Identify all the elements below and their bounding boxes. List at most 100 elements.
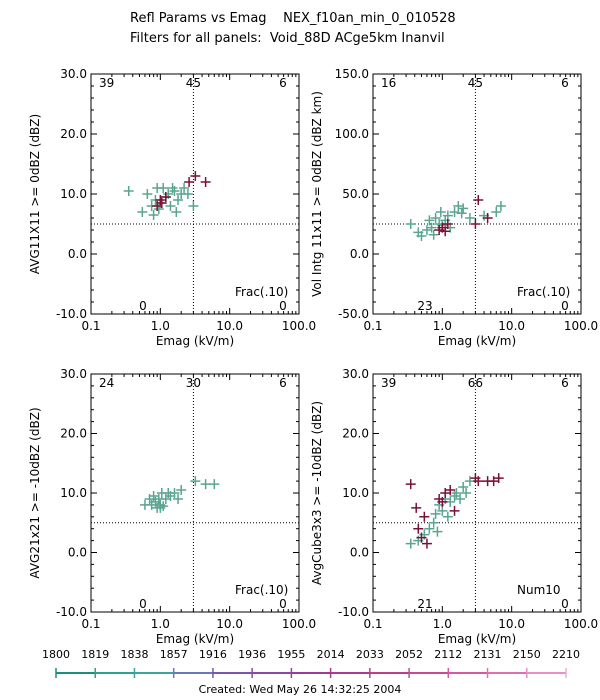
panel-label: Frac(.10)	[235, 285, 288, 299]
count-bottom-left: 21	[417, 597, 432, 611]
scatter-panel-3: -10.0 0.0 10.0 20.0 30.0 0.1 1.0 10.0 100.0 Emag …	[28, 367, 316, 646]
data-point	[411, 502, 422, 513]
x-axis-title: Emag (kV/m)	[438, 632, 516, 646]
data-point	[455, 493, 466, 504]
data-point	[424, 215, 435, 226]
data-point	[435, 207, 446, 217]
x-tick-label: 1.0	[433, 617, 452, 631]
data-point	[491, 207, 502, 217]
x-tick-label: 10.0	[216, 319, 243, 333]
x-axis-title: Emag (kV/m)	[156, 632, 234, 646]
data-point	[160, 192, 171, 202]
count-top-left: 16	[381, 76, 396, 90]
data-point	[437, 496, 448, 507]
data-point	[169, 488, 180, 498]
time-scale-label: 1819	[81, 648, 109, 661]
count-top-right: 6	[561, 376, 569, 390]
x-tick-label: 1.0	[151, 319, 170, 333]
time-scale-label: 1838	[120, 648, 148, 661]
data-point	[449, 505, 460, 516]
count-top-right: 6	[279, 76, 287, 90]
data-point	[440, 226, 451, 237]
data-point	[405, 219, 416, 229]
y-tick-label: -10.0	[56, 605, 87, 619]
y-tick-label: 30.0	[60, 67, 87, 81]
data-point	[445, 485, 456, 496]
data-point	[440, 488, 451, 498]
data-point	[188, 201, 199, 211]
series-1	[139, 476, 220, 513]
data-point	[173, 195, 184, 205]
x-tick-label: 0.1	[363, 319, 382, 333]
data-point	[209, 479, 220, 490]
data-point	[430, 508, 441, 519]
x-tick-label: 1.0	[151, 617, 170, 631]
y-tick-label: 50.0	[342, 187, 369, 201]
data-point	[405, 479, 416, 490]
y-tick-label: 10.0	[342, 486, 369, 500]
y-tick-label: 30.0	[60, 367, 87, 381]
count-top-left: 39	[99, 76, 114, 90]
figure-subtitle: Filters for all panels: Void_88D ACge5km…	[130, 31, 445, 46]
time-scale-label: 2210	[552, 648, 580, 661]
data-point	[421, 225, 432, 235]
data-point	[424, 523, 435, 534]
data-point	[451, 488, 462, 498]
data-point	[473, 476, 484, 487]
count-bottom-left: 0	[139, 299, 147, 313]
count-bottom-left: 23	[417, 299, 432, 313]
plot-frame	[90, 73, 300, 315]
y-tick-label: -50.0	[338, 307, 369, 321]
y-axis-title: AVG11X11 >= 0dBZ (dBZ)	[28, 114, 42, 274]
data-point	[173, 493, 184, 504]
time-scale-label: 2112	[434, 648, 462, 661]
time-scale-label: 2052	[395, 648, 423, 661]
data-point	[158, 183, 169, 193]
data-point	[495, 201, 506, 211]
panels-group: -10.0 0.0 10.0 20.0 30.0 0.1 1.0 10.0 100.0 Emag …	[28, 67, 598, 646]
data-point	[456, 208, 467, 219]
x-tick-label: 100.0	[564, 319, 598, 333]
time-scale-label: 2014	[317, 648, 345, 661]
data-point	[190, 171, 201, 181]
time-scale-bar: 1800 1819 1838 1857 1916 1936 1955 2014 2033 2052…	[42, 648, 580, 678]
data-point	[437, 505, 448, 516]
x-tick-label: 100.0	[282, 319, 316, 333]
scatter-panel-2: -50.0 0.0 50.0 100.0 150.0 0.1 1.0 10.0 100.0 Ema…	[310, 67, 598, 348]
data-point	[142, 189, 153, 199]
series-2	[405, 473, 504, 549]
time-scale-label: 1936	[238, 648, 266, 661]
y-axis-title: AvgCube3x3 >= -10dBZ (dBZ)	[310, 401, 324, 585]
scatter-panel-4: -10.0 0.0 10.0 20.0 30.0 0.1 1.0 10.0 100.0 Emag …	[310, 367, 598, 646]
y-tick-label: 20.0	[342, 427, 369, 441]
count-bottom-left: 0	[139, 597, 147, 611]
x-tick-label: 0.1	[81, 319, 100, 333]
data-point	[449, 207, 460, 217]
y-tick-label: -10.0	[338, 605, 369, 619]
data-point	[473, 195, 484, 205]
count-top-right: 6	[561, 76, 569, 90]
y-axis-title: Vol Intg 11x11 >= 0dBZ (dBZ km)	[310, 91, 324, 297]
series-2	[434, 195, 493, 237]
data-point	[458, 203, 469, 214]
y-tick-label: 30.0	[342, 367, 369, 381]
data-point	[148, 210, 159, 220]
data-point	[470, 219, 481, 229]
plot-frame	[372, 373, 582, 613]
x-axis-title: Emag (kV/m)	[156, 334, 234, 348]
plot-frame	[372, 73, 582, 315]
y-tick-label: 100.0	[335, 127, 369, 141]
x-axis-title: Emag (kV/m)	[438, 334, 516, 348]
count-bottom-right: 0	[279, 597, 287, 611]
series-1	[405, 201, 506, 241]
data-point	[461, 488, 472, 498]
x-tick-label: 0.1	[363, 617, 382, 631]
data-point	[428, 229, 439, 240]
time-scale-label: 2150	[513, 648, 541, 661]
data-point	[182, 189, 193, 199]
y-tick-label: 20.0	[60, 427, 87, 441]
data-point	[442, 219, 453, 229]
data-point	[482, 213, 493, 223]
count-top-mid: 45	[186, 76, 201, 90]
y-tick-label: 10.0	[60, 486, 87, 500]
